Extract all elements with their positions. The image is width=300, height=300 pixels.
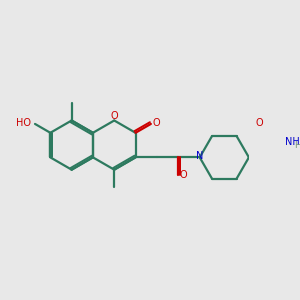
Text: O: O (180, 170, 188, 180)
Text: O: O (152, 118, 160, 128)
Text: N: N (196, 151, 203, 161)
Text: H: H (294, 141, 300, 150)
Text: NH: NH (285, 137, 300, 147)
Text: O: O (255, 118, 263, 128)
Text: O: O (110, 111, 118, 121)
Text: HO: HO (16, 118, 31, 128)
